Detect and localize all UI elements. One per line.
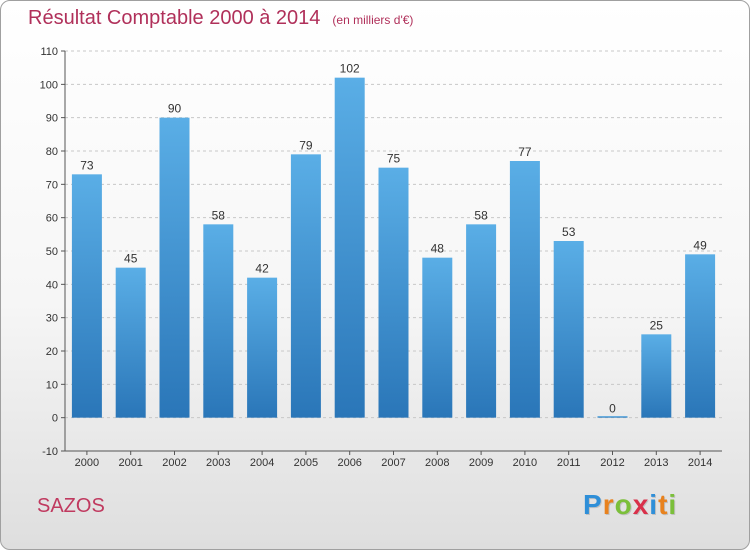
bar-2008 xyxy=(422,257,453,418)
x-tick-label: 2013 xyxy=(644,457,668,469)
bar-2004 xyxy=(247,277,278,418)
proxiti-logo[interactable]: Proxiti xyxy=(583,489,677,521)
bar-2006 xyxy=(334,77,365,418)
value-label-2010: 77 xyxy=(518,145,532,159)
y-tick-label: 90 xyxy=(46,113,58,125)
bar-2005 xyxy=(290,154,321,418)
bar-2009 xyxy=(466,224,497,418)
y-tick-label: 100 xyxy=(40,79,58,91)
logo-letter: r xyxy=(602,489,615,520)
y-tick-label: 70 xyxy=(46,179,58,191)
bar-2012 xyxy=(597,416,628,418)
y-tick-label: 10 xyxy=(46,379,58,391)
value-label-2005: 79 xyxy=(299,138,313,152)
commune-name: SAZOS xyxy=(37,495,105,517)
x-tick-label: 2000 xyxy=(75,457,99,469)
logo-letter: i xyxy=(649,489,659,520)
bar-2010 xyxy=(509,161,540,418)
value-label-2000: 73 xyxy=(80,158,94,172)
logo-letter: i xyxy=(668,489,678,520)
value-label-2001: 45 xyxy=(124,252,138,266)
x-tick-label: 2003 xyxy=(206,457,230,469)
value-label-2004: 42 xyxy=(255,262,269,276)
value-label-2007: 75 xyxy=(387,152,401,166)
bar-2014 xyxy=(685,254,716,418)
value-label-2014: 49 xyxy=(693,238,707,252)
bar-2013 xyxy=(641,334,672,418)
value-label-2009: 58 xyxy=(474,208,488,222)
value-label-2006: 102 xyxy=(340,62,360,76)
value-label-2003: 58 xyxy=(212,208,226,222)
value-label-2011: 53 xyxy=(562,225,576,239)
y-tick-label: 80 xyxy=(46,146,58,158)
x-tick-label: 2008 xyxy=(425,457,449,469)
bar-2000 xyxy=(71,174,102,418)
y-tick-label: 20 xyxy=(46,346,58,358)
y-tick-label: 110 xyxy=(40,46,58,58)
logo-letter: x xyxy=(632,489,650,520)
y-tick-label: 40 xyxy=(46,279,58,291)
logo-letter: P xyxy=(583,489,603,520)
x-tick-label: 2009 xyxy=(469,457,493,469)
x-tick-label: 2006 xyxy=(337,457,361,469)
y-tick-label: 50 xyxy=(46,246,58,258)
y-tick-label: 30 xyxy=(46,313,58,325)
x-tick-label: 2004 xyxy=(250,457,274,469)
value-label-2002: 90 xyxy=(168,102,182,116)
x-tick-label: 2010 xyxy=(513,457,537,469)
title-text: Résultat Comptable 2000 à 2014 xyxy=(28,7,321,29)
x-tick-label: 2007 xyxy=(381,457,405,469)
x-tick-label: 2001 xyxy=(118,457,142,469)
bar-2007 xyxy=(378,167,409,418)
chart-title: Résultat Comptable 2000 à 2014 (en milli… xyxy=(28,7,413,30)
logo-letter: t xyxy=(658,489,669,520)
bar-2011 xyxy=(553,241,584,418)
y-tick-label: 60 xyxy=(46,213,58,225)
x-tick-label: 2002 xyxy=(162,457,186,469)
y-tick-label: -10 xyxy=(42,446,58,458)
value-labels: 73 45 90 58 42 79 102 75 48 58 77 53 0 25 49 xyxy=(80,62,707,416)
bars xyxy=(71,77,716,418)
x-tick-label: 2011 xyxy=(557,457,581,469)
y-tick-label: 0 xyxy=(52,413,58,425)
bar-2002 xyxy=(159,117,190,418)
value-label-2012: 0 xyxy=(609,402,616,416)
bar-2001 xyxy=(115,267,146,418)
unit-label: (en milliers d'€) xyxy=(332,13,414,27)
x-tick-label: 2014 xyxy=(688,457,712,469)
value-label-2008: 48 xyxy=(431,242,445,256)
x-tick-label: 2005 xyxy=(294,457,318,469)
value-label-2013: 25 xyxy=(650,318,664,332)
x-tick-label: 2012 xyxy=(600,457,624,469)
logo-letter: o xyxy=(614,489,633,520)
bar-2003 xyxy=(203,224,234,418)
